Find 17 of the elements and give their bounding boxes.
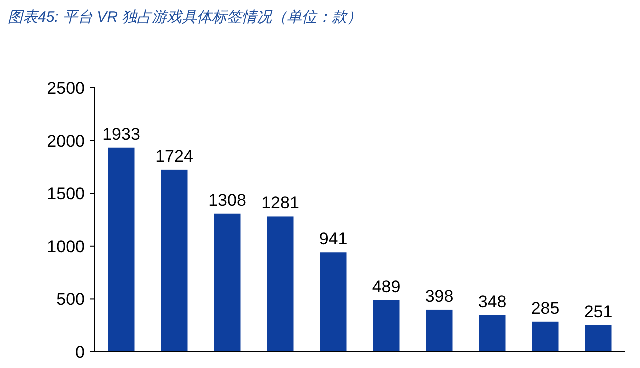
data-label: 489 <box>372 277 401 296</box>
data-label: 285 <box>531 298 560 318</box>
data-label: 348 <box>478 292 507 312</box>
data-label: 1281 <box>262 194 300 213</box>
ytick: 0 <box>76 343 85 362</box>
data-label: 1933 <box>102 124 140 144</box>
data-label: 941 <box>319 230 348 249</box>
ytick: 1000 <box>47 237 85 256</box>
title: 图表45: 平台 VR 独占游戏具体标签情况（单位：款） <box>8 9 362 26</box>
ytick: 2500 <box>47 79 85 98</box>
ytick: 2000 <box>47 132 85 151</box>
data-label: 398 <box>425 286 454 306</box>
ytick: 1500 <box>47 184 85 204</box>
data-label: 251 <box>584 302 613 322</box>
data-label: 1308 <box>208 190 246 210</box>
data-label: 1724 <box>156 146 194 166</box>
ytick: 500 <box>56 290 85 310</box>
